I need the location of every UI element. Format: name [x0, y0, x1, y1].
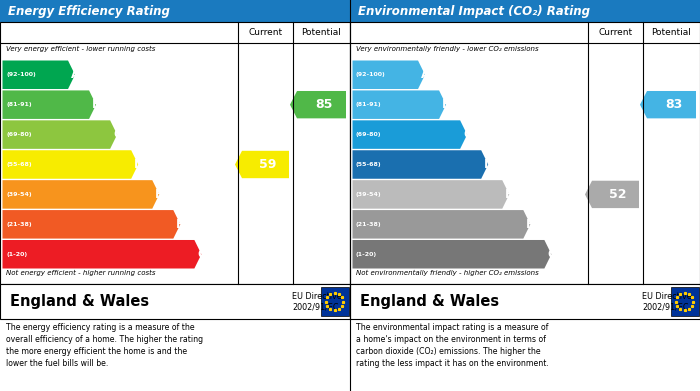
- Bar: [0, 0, 350, 22]
- Text: B: B: [442, 98, 451, 111]
- Text: G: G: [547, 248, 557, 261]
- Text: (81-91): (81-91): [356, 102, 382, 107]
- Text: Very environmentally friendly - lower CO₂ emissions: Very environmentally friendly - lower CO…: [356, 46, 538, 52]
- Text: (69-80): (69-80): [6, 132, 32, 137]
- Text: Environmental Impact (CO₂) Rating: Environmental Impact (CO₂) Rating: [358, 5, 590, 18]
- Text: 83: 83: [665, 98, 682, 111]
- Text: D: D: [134, 158, 144, 171]
- Text: F: F: [176, 218, 184, 231]
- Text: England & Wales: England & Wales: [10, 294, 149, 309]
- Bar: [671, 287, 699, 316]
- Text: (92-100): (92-100): [6, 72, 36, 77]
- Text: 59: 59: [259, 158, 276, 171]
- Text: The environmental impact rating is a measure of
a home's impact on the environme: The environmental impact rating is a mea…: [356, 323, 549, 368]
- Polygon shape: [585, 181, 639, 208]
- Text: C: C: [463, 128, 472, 141]
- Bar: [350, 284, 700, 319]
- Polygon shape: [3, 180, 160, 209]
- Text: (39-54): (39-54): [356, 192, 382, 197]
- Text: Potential: Potential: [302, 28, 342, 37]
- Polygon shape: [3, 120, 117, 149]
- Text: A: A: [421, 68, 430, 81]
- Text: (21-38): (21-38): [356, 222, 382, 227]
- Bar: [350, 22, 700, 284]
- Text: England & Wales: England & Wales: [360, 294, 499, 309]
- Text: 85: 85: [315, 98, 332, 111]
- Polygon shape: [353, 180, 510, 209]
- Text: 52: 52: [609, 188, 626, 201]
- Text: (1-20): (1-20): [6, 252, 27, 257]
- Text: E: E: [155, 188, 163, 201]
- Polygon shape: [353, 61, 425, 89]
- Text: EU Directive
2002/91/EC: EU Directive 2002/91/EC: [643, 292, 692, 311]
- Bar: [0, 284, 350, 319]
- Text: (55-68): (55-68): [356, 162, 382, 167]
- Text: Current: Current: [248, 28, 283, 37]
- Text: (39-54): (39-54): [6, 192, 32, 197]
- Text: Not energy efficient - higher running costs: Not energy efficient - higher running co…: [6, 270, 155, 276]
- Polygon shape: [3, 240, 202, 269]
- Text: (81-91): (81-91): [6, 102, 32, 107]
- Text: Very energy efficient - lower running costs: Very energy efficient - lower running co…: [6, 46, 155, 52]
- Text: (55-68): (55-68): [6, 162, 32, 167]
- Text: EU Directive
2002/91/EC: EU Directive 2002/91/EC: [293, 292, 342, 311]
- Bar: [321, 287, 349, 316]
- Text: Not environmentally friendly - higher CO₂ emissions: Not environmentally friendly - higher CO…: [356, 270, 539, 276]
- Polygon shape: [290, 91, 346, 118]
- Polygon shape: [3, 61, 75, 89]
- Text: F: F: [526, 218, 534, 231]
- Text: (92-100): (92-100): [356, 72, 386, 77]
- Text: C: C: [113, 128, 122, 141]
- Bar: [350, 0, 700, 22]
- Text: B: B: [92, 98, 101, 111]
- Polygon shape: [353, 120, 467, 149]
- Text: A: A: [71, 68, 80, 81]
- Text: E: E: [505, 188, 513, 201]
- Text: Current: Current: [598, 28, 633, 37]
- Polygon shape: [640, 91, 696, 118]
- Polygon shape: [3, 210, 181, 239]
- Text: Potential: Potential: [652, 28, 692, 37]
- Polygon shape: [3, 150, 138, 179]
- Polygon shape: [353, 90, 446, 119]
- Text: (21-38): (21-38): [6, 222, 32, 227]
- Polygon shape: [353, 210, 531, 239]
- Polygon shape: [3, 90, 96, 119]
- Text: The energy efficiency rating is a measure of the
overall efficiency of a home. T: The energy efficiency rating is a measur…: [6, 323, 203, 368]
- Bar: [0, 22, 350, 284]
- Text: G: G: [197, 248, 207, 261]
- Polygon shape: [235, 151, 289, 178]
- Text: Energy Efficiency Rating: Energy Efficiency Rating: [8, 5, 170, 18]
- Polygon shape: [353, 150, 488, 179]
- Text: (69-80): (69-80): [356, 132, 382, 137]
- Polygon shape: [353, 240, 552, 269]
- Text: (1-20): (1-20): [356, 252, 377, 257]
- Text: D: D: [484, 158, 494, 171]
